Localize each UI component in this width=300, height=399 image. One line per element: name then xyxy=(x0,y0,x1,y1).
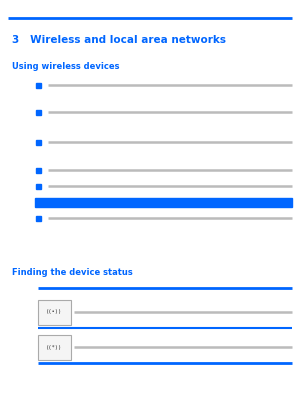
Text: ((*)): ((*)) xyxy=(46,344,62,350)
FancyBboxPatch shape xyxy=(38,334,70,359)
Text: 3   Wireless and local area networks: 3 Wireless and local area networks xyxy=(12,35,226,45)
Bar xyxy=(36,140,41,145)
Bar xyxy=(36,168,41,173)
FancyBboxPatch shape xyxy=(38,300,70,324)
Bar xyxy=(36,184,41,189)
Bar xyxy=(35,198,292,207)
Text: Finding the device status: Finding the device status xyxy=(12,268,133,277)
Bar xyxy=(36,83,41,88)
Text: Using wireless devices: Using wireless devices xyxy=(12,62,119,71)
Bar xyxy=(36,110,41,115)
Text: ((•)): ((•)) xyxy=(46,310,62,314)
Bar xyxy=(36,200,41,205)
Bar xyxy=(36,216,41,221)
